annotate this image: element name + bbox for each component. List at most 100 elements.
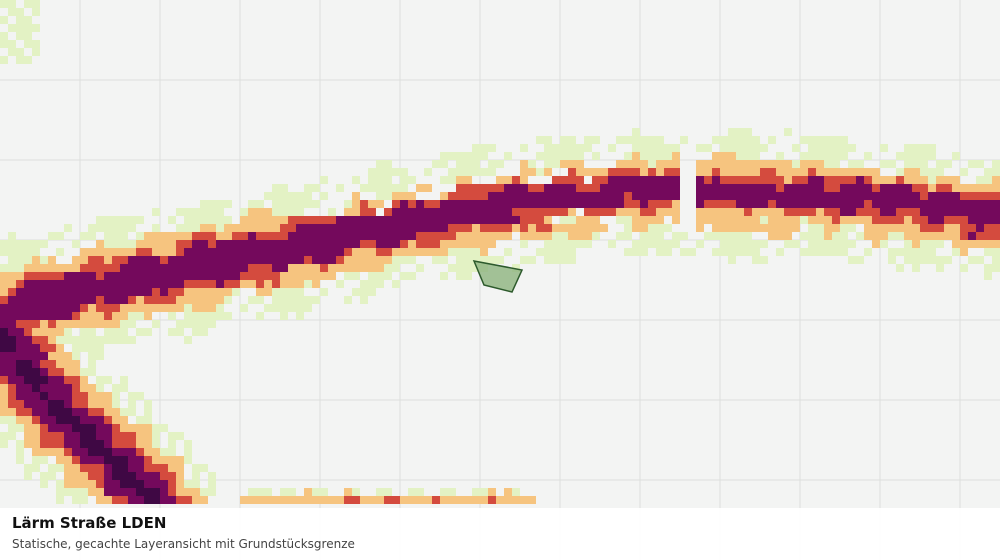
noise-cell [304,256,312,264]
noise-cell [680,248,688,256]
noise-cell [96,320,104,328]
noise-cell [264,208,272,216]
noise-cell [776,224,784,232]
noise-cell [56,480,64,488]
noise-cell [360,280,368,288]
noise-cell [96,456,104,464]
noise-cell [568,144,576,152]
noise-cell [224,240,232,248]
noise-cell [952,240,960,248]
noise-cell [736,208,744,216]
noise-cell [800,248,808,256]
noise-cell [552,184,560,192]
noise-cell [232,256,240,264]
noise-cell [56,496,64,504]
noise-cell [488,488,496,496]
noise-cell [560,256,568,264]
noise-cell [120,224,128,232]
noise-cell [264,216,272,224]
noise-cell [640,176,648,184]
noise-cell [208,264,216,272]
noise-cell [984,184,992,192]
noise-cell [920,208,928,216]
noise-cell [472,144,480,152]
noise-cell [48,472,56,480]
noise-cell [488,192,496,200]
noise-cell [648,144,656,152]
noise-cell [296,192,304,200]
noise-cell [840,248,848,256]
noise-cell [712,152,720,160]
noise-cell [376,192,384,200]
noise-cell [48,352,56,360]
noise-cell [888,232,896,240]
noise-cell [344,488,352,496]
noise-cell [904,224,912,232]
noise-cell [184,448,192,456]
noise-cell [976,184,984,192]
noise-cell [240,280,248,288]
noise-cell [640,152,648,160]
noise-cell [408,216,416,224]
noise-cell [720,176,728,184]
noise-cell [424,232,432,240]
noise-cell [136,264,144,272]
noise-cell [488,224,496,232]
noise-cell [800,184,808,192]
noise-cell [0,392,8,400]
noise-cell [168,304,176,312]
noise-cell [0,56,8,64]
noise-cell [64,280,72,288]
noise-cell [312,256,320,264]
noise-cell [424,184,432,192]
noise-cell [248,256,256,264]
noise-cell [816,152,824,160]
noise-cell [72,240,80,248]
noise-cell [672,160,680,168]
noise-cell [936,232,944,240]
noise-cell [888,160,896,168]
noise-cell [16,32,24,40]
noise-cell [328,272,336,280]
noise-cell [440,256,448,264]
noise-cell [952,176,960,184]
noise-cell [24,416,32,424]
noise-cell [664,200,672,208]
noise-cell [584,136,592,144]
noise-cell [32,0,40,8]
noise-cell [624,216,632,224]
noise-cell [360,184,368,192]
noise-cell [0,408,8,416]
noise-cell [8,368,16,376]
noise-cell [48,416,56,424]
noise-cell [672,240,680,248]
noise-cell [288,224,296,232]
noise-cell [744,168,752,176]
noise-cell [240,304,248,312]
noise-cell [560,224,568,232]
noise-cell [448,488,456,496]
noise-cell [128,424,136,432]
noise-cell [760,192,768,200]
noise-cell [904,192,912,200]
noise-cell [312,488,320,496]
noise-cell [176,224,184,232]
noise-cell [24,296,32,304]
noise-cell [416,232,424,240]
noise-cell [72,344,80,352]
noise-cell [32,48,40,56]
noise-cell [104,216,112,224]
noise-cell [272,264,280,272]
noise-cell [832,168,840,176]
noise-cell [432,496,440,504]
parcel-boundary[interactable] [472,260,524,293]
noise-cell [784,232,792,240]
noise-cell [256,272,264,280]
noise-cell [224,312,232,320]
noise-cell [736,168,744,176]
noise-cell [280,280,288,288]
noise-cell [816,168,824,176]
noise-cell [528,192,536,200]
noise-cell [208,312,216,320]
